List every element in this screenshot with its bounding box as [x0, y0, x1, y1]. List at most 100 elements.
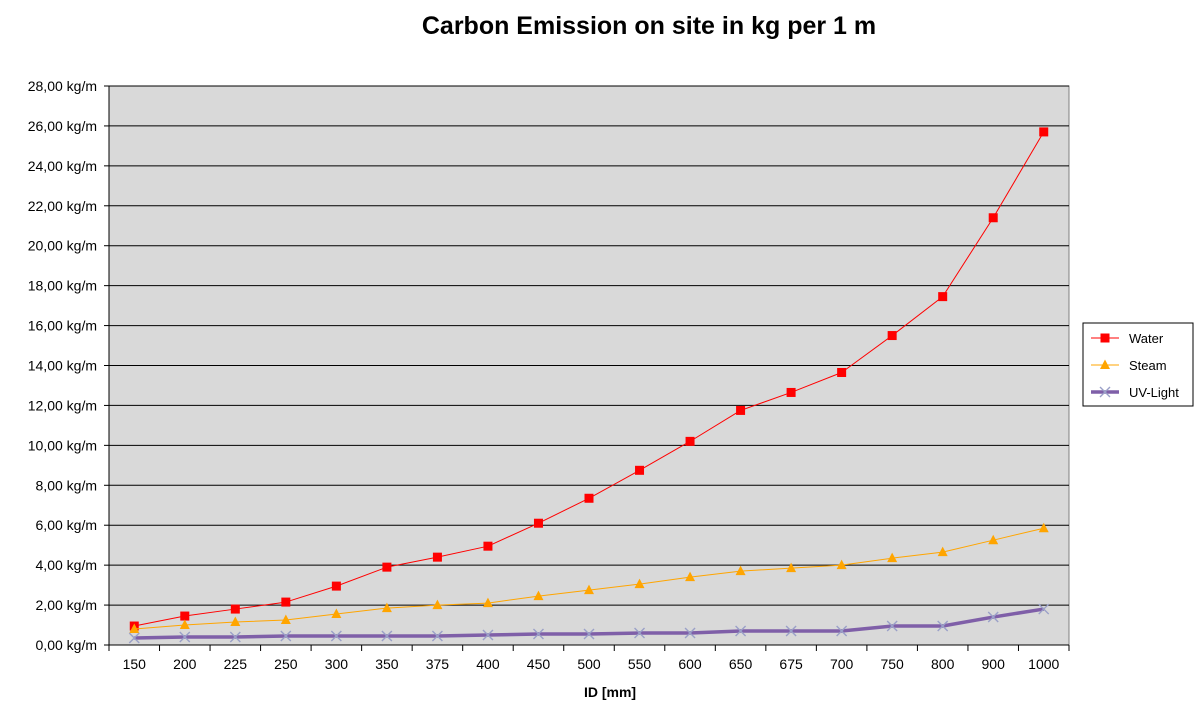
data-point-water [533, 518, 543, 528]
x-tick-label: 200 [173, 656, 197, 672]
data-point-steam [685, 571, 696, 582]
y-tick-label: 16,00 kg/m [28, 318, 97, 334]
x-tick-label: 350 [375, 656, 399, 672]
data-point-water [230, 604, 240, 614]
x-tick-label: 400 [476, 656, 500, 672]
data-point-uv-light [634, 627, 646, 639]
y-tick-label: 18,00 kg/m [28, 278, 97, 294]
data-point-steam [129, 623, 140, 634]
y-tick-label: 22,00 kg/m [28, 198, 97, 214]
x-tick-label: 250 [274, 656, 298, 672]
data-point-steam [280, 614, 291, 625]
x-tick-label: 600 [678, 656, 702, 672]
x-tick-label: 1000 [1028, 656, 1059, 672]
data-point-uv-light [684, 627, 696, 639]
legend-marker [1099, 386, 1111, 398]
x-axis-label: ID [mm] [584, 684, 636, 700]
data-point-uv-light [482, 629, 494, 641]
y-tick-label: 2,00 kg/m [36, 597, 97, 613]
data-point-water [736, 405, 746, 415]
data-point-water [331, 581, 341, 591]
x-tick-label: 500 [577, 656, 601, 672]
x-tick-label: 550 [628, 656, 652, 672]
data-point-water [837, 367, 847, 377]
legend-item-water: Water [1091, 331, 1164, 346]
x-tick-label: 800 [931, 656, 955, 672]
data-point-water [988, 213, 998, 223]
legend-item-steam: Steam [1091, 358, 1167, 373]
x-tick-label: 750 [880, 656, 904, 672]
x-tick-label: 675 [779, 656, 803, 672]
y-tick-label: 20,00 kg/m [28, 238, 97, 254]
data-point-uv-light [229, 631, 241, 643]
data-point-steam [836, 559, 847, 570]
data-point-uv-light [532, 628, 544, 640]
x-tick-label: 300 [325, 656, 349, 672]
y-tick-label: 26,00 kg/m [28, 118, 97, 134]
data-point-uv-light [987, 611, 999, 623]
data-point-uv-light [785, 625, 797, 637]
data-point-steam [432, 599, 443, 610]
data-point-steam [937, 546, 948, 557]
x-tick-label: 225 [224, 656, 248, 672]
y-tick-label: 6,00 kg/m [36, 517, 97, 533]
data-point-water [483, 541, 493, 551]
data-point-steam [331, 608, 342, 619]
y-tick-label: 0,00 kg/m [36, 637, 97, 653]
data-point-water [887, 331, 897, 341]
data-point-uv-light [1038, 603, 1050, 615]
plot-area [108, 85, 1070, 646]
series-water [129, 127, 1049, 631]
data-point-uv-light [583, 628, 595, 640]
y-tick-label: 10,00 kg/m [28, 437, 97, 453]
series-layer [128, 127, 1050, 644]
data-point-water [180, 611, 190, 621]
data-point-uv-light [381, 630, 393, 642]
x-axis: 150 200 225 250 300 350 375 400 450 500 550 600 650 6… [108, 644, 1070, 672]
data-point-steam [482, 597, 493, 608]
data-point-water [1039, 127, 1049, 137]
legend-marker [1100, 359, 1110, 369]
x-tick-label: 150 [123, 656, 147, 672]
series-steam [129, 522, 1049, 634]
y-tick-label: 12,00 kg/m [28, 397, 97, 413]
y-tick-label: 8,00 kg/m [36, 477, 97, 493]
data-point-steam [533, 590, 544, 601]
data-point-water [281, 597, 291, 607]
data-point-water [635, 465, 645, 475]
data-point-water [938, 292, 948, 302]
data-point-uv-light [179, 631, 191, 643]
legend-marker [1100, 333, 1110, 343]
data-point-steam [786, 562, 797, 573]
data-point-steam [634, 578, 645, 589]
legend-label: Water [1129, 331, 1164, 346]
data-point-uv-light [128, 632, 140, 644]
data-point-steam [1038, 522, 1049, 533]
x-tick-label: 375 [426, 656, 450, 672]
data-point-water [786, 387, 796, 397]
x-tick-label: 450 [527, 656, 551, 672]
data-point-water [685, 436, 695, 446]
data-point-water [584, 493, 594, 503]
legend-label: UV-Light [1129, 385, 1179, 400]
data-point-water [432, 552, 442, 562]
y-tick-label: 4,00 kg/m [36, 557, 97, 573]
data-point-steam [584, 584, 594, 595]
data-point-steam [988, 534, 999, 545]
data-point-uv-light [886, 620, 898, 632]
legend-label: Steam [1129, 358, 1167, 373]
data-point-water [382, 562, 392, 572]
data-point-uv-light [937, 620, 949, 632]
legend: Water Steam UV-Light [1082, 322, 1194, 407]
legend-item-uv-light: UV-Light [1091, 385, 1179, 400]
data-point-uv-light [431, 630, 443, 642]
data-point-uv-light [280, 630, 292, 642]
y-tick-label: 24,00 kg/m [28, 158, 97, 174]
data-point-steam [887, 552, 898, 563]
y-tick-label: 28,00 kg/m [28, 78, 97, 94]
x-tick-label: 700 [830, 656, 854, 672]
data-point-steam [381, 602, 392, 613]
data-point-steam [179, 619, 190, 630]
series-uv-light [128, 603, 1050, 644]
